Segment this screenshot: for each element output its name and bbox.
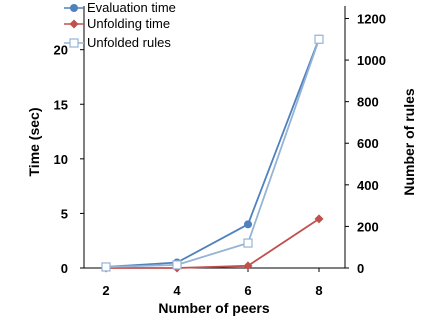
y-right-tick-label: 1000 (357, 53, 386, 68)
series-layer (101, 34, 324, 273)
y-axis-right-ticks: 0 200 400 600 800 1000 1200 (345, 11, 386, 276)
legend-item-evaluation-time: Evaluation time (64, 0, 176, 15)
legend-item-unfolded-rules: Unfolded rules (64, 35, 171, 50)
y-right-tick-label: 800 (357, 95, 379, 110)
series-line-unfolded-rules (105, 38, 320, 268)
y-right-tick-label: 200 (357, 219, 379, 234)
legend: Evaluation time Unfolding time Unfolded … (64, 0, 176, 50)
legend-marker-open-square (69, 38, 79, 48)
point-unfolding-time (314, 214, 324, 224)
x-tick-label: 6 (244, 283, 251, 298)
y-left-tick-label: 10 (54, 152, 68, 167)
y-left-tick-label: 5 (61, 206, 68, 221)
x-tick-label: 2 (102, 283, 109, 298)
y-axis-left-title: Time (sec) (26, 108, 42, 177)
y-right-tick-label: 600 (357, 136, 379, 151)
x-tick-label: 4 (173, 283, 181, 298)
point-unfolded-rules (101, 262, 111, 272)
point-unfolded-rules (314, 34, 324, 44)
series-line-evaluation-time (105, 38, 320, 268)
legend-item-unfolding-time: Unfolding time (64, 16, 170, 31)
y-right-tick-label: 0 (357, 261, 364, 276)
y-left-tick-label: 0 (61, 261, 68, 276)
y-axis-right-title: Number of rules (401, 88, 417, 196)
x-tick-label: 8 (315, 283, 322, 298)
point-unfolded-rules (172, 260, 182, 270)
y-right-tick-label: 1200 (357, 11, 386, 26)
y-left-tick-label: 15 (54, 97, 68, 112)
legend-marker-diamond (69, 19, 79, 29)
y-axis-left-ticks: 0 5 10 15 20 (54, 43, 84, 276)
point-unfolding-time (243, 261, 253, 271)
legend-label-evaluation-time: Evaluation time (87, 0, 176, 15)
legend-label-unfolding-time: Unfolding time (87, 16, 170, 31)
y-left-tick-label: 20 (54, 43, 68, 58)
legend-marker-circle (70, 4, 78, 12)
y-right-tick-label: 400 (357, 178, 379, 193)
series-line-unfolding-time (106, 218, 320, 269)
legend-label-unfolded-rules: Unfolded rules (87, 35, 171, 50)
x-axis-ticks: 2 4 6 8 (102, 268, 323, 298)
x-axis-title: Number of peers (158, 300, 269, 316)
point-unfolded-rules (243, 238, 253, 248)
point-evaluation-time (244, 220, 252, 229)
